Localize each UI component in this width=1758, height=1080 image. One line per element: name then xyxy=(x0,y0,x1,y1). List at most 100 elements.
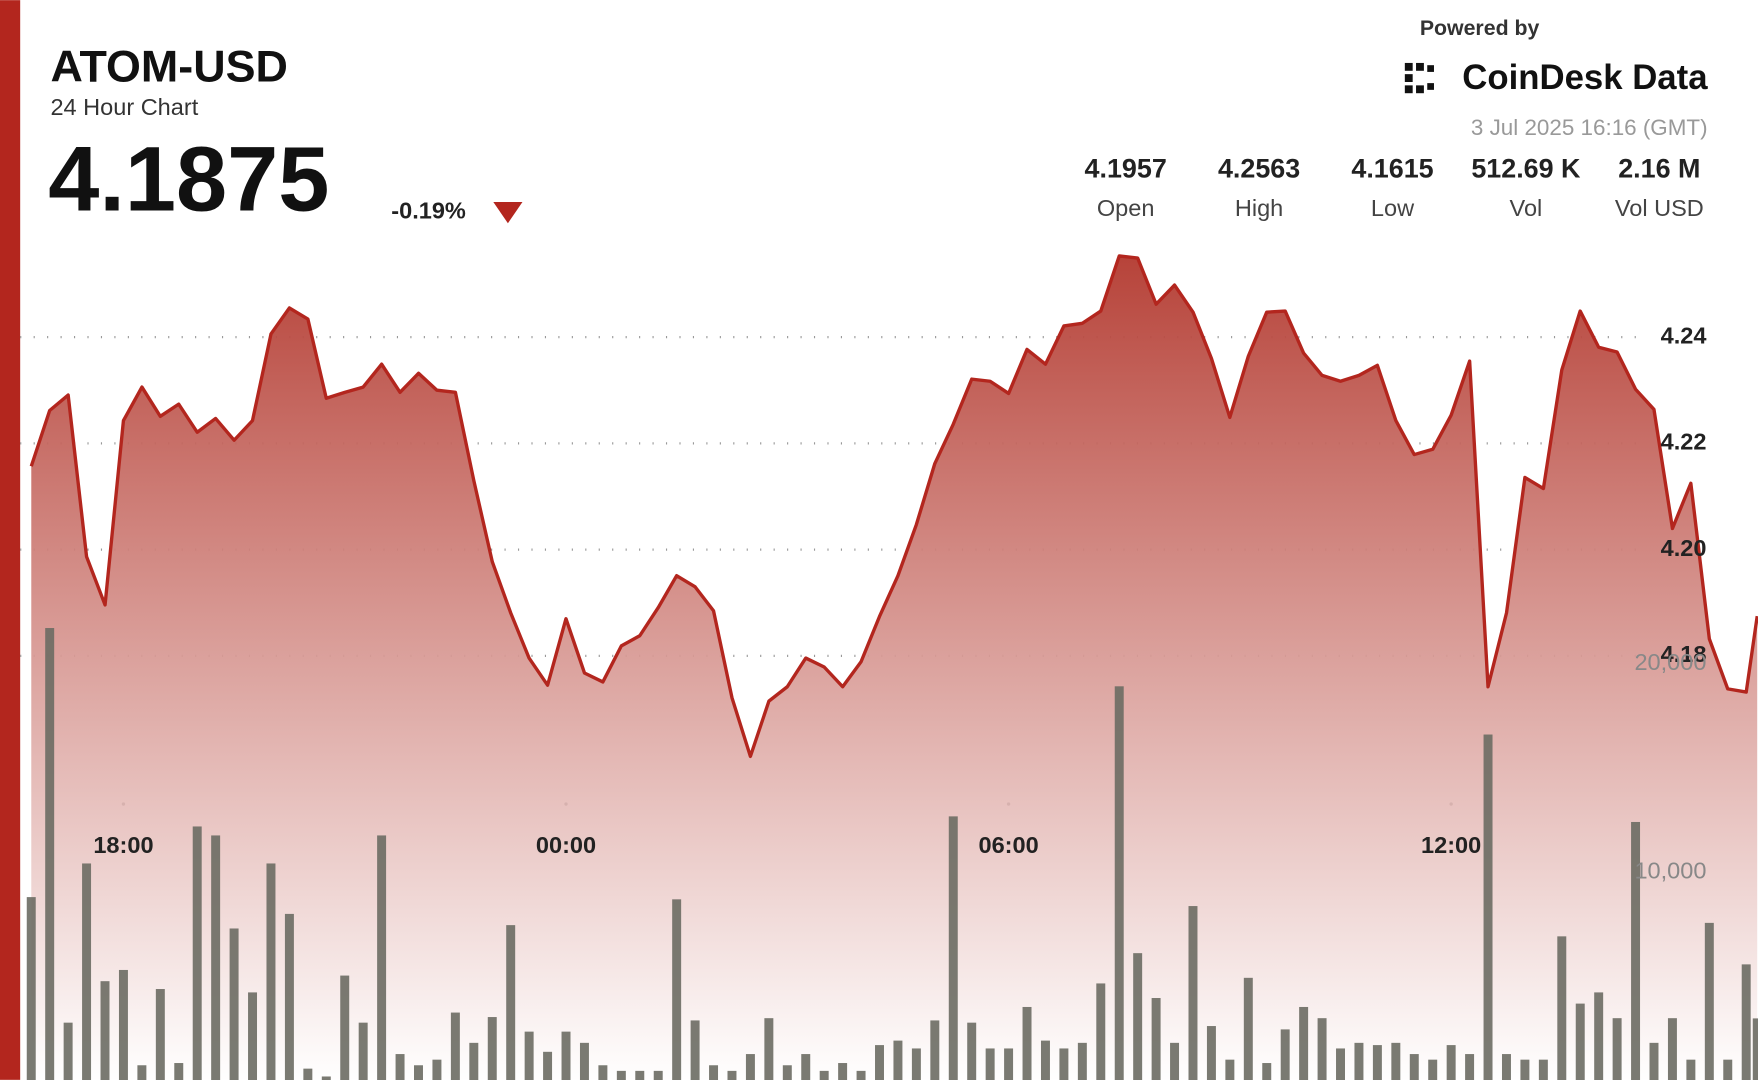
brand: CoinDesk Data xyxy=(1462,59,1708,97)
volume-bar xyxy=(1206,1026,1216,1080)
volume-bar xyxy=(1723,1059,1733,1080)
volume-bar xyxy=(432,1059,442,1080)
volume-bar xyxy=(26,897,36,1080)
volume-bar xyxy=(1372,1045,1382,1080)
volume-bar xyxy=(838,1063,848,1080)
volume-bar xyxy=(137,1065,147,1080)
down-arrow xyxy=(493,201,523,224)
volume-bar xyxy=(1133,953,1143,1080)
volume-bar xyxy=(1741,964,1751,1080)
volume-bar xyxy=(284,913,294,1080)
volume-bar xyxy=(1575,1003,1585,1080)
volume-bar xyxy=(63,1022,73,1080)
volume-bar xyxy=(930,1020,940,1080)
volume-bar xyxy=(672,899,682,1080)
volume-bar xyxy=(1501,1054,1511,1080)
volume-bar xyxy=(1612,1018,1622,1080)
volume-bar xyxy=(1299,1006,1309,1080)
areas xyxy=(31,255,1758,1080)
volume-bar xyxy=(1520,1059,1530,1080)
stat-value: 512.69 K xyxy=(1471,154,1581,184)
volume-bar xyxy=(174,1063,184,1080)
y-tick-label: 4.18 xyxy=(1661,641,1707,667)
volume-bar xyxy=(911,1048,921,1080)
volume-bar xyxy=(321,1076,331,1080)
volume-bar xyxy=(1686,1059,1696,1080)
volume-bar xyxy=(340,975,350,1080)
volume-bar xyxy=(1631,821,1641,1080)
stat-label: Low xyxy=(1371,195,1415,221)
volume-bar xyxy=(1667,1018,1677,1080)
y2-tick-label: 20,000 xyxy=(1634,649,1706,675)
volume-bar xyxy=(690,1020,700,1080)
volume-bar xyxy=(1096,983,1106,1080)
volume-bar xyxy=(1391,1042,1401,1080)
labels: 4.24 4.22 4.20 4.18 10,000 20,000 18:00 00:00 06… xyxy=(93,322,1706,883)
volume-bar xyxy=(1170,1042,1180,1080)
volume-bar xyxy=(893,1040,903,1080)
volume-bar xyxy=(506,925,516,1080)
volume-bar xyxy=(1022,1006,1032,1080)
volume-bar xyxy=(856,1070,866,1080)
powered-by: Powered by xyxy=(1420,16,1540,40)
stat-value: 4.1615 xyxy=(1351,154,1433,184)
volume-bar xyxy=(266,863,276,1080)
timestamp: 3 Jul 2025 16:16 (GMT) xyxy=(1471,115,1708,140)
volume-bar xyxy=(1004,1048,1014,1080)
x-tick-label: 12:00 xyxy=(1421,832,1481,858)
volume-bar xyxy=(487,1017,497,1080)
price-line xyxy=(29,254,1758,759)
volume-bar xyxy=(395,1054,405,1080)
stat-label: High xyxy=(1235,195,1283,221)
volume-bar xyxy=(1409,1054,1419,1080)
stats: 4.1957 Open 4.2563 High 4.1615 Low 512.69 K Vol… xyxy=(1085,154,1704,221)
volume-bar xyxy=(1188,906,1198,1080)
lines xyxy=(29,254,1758,759)
volume-bar xyxy=(745,1054,755,1080)
volume-bar xyxy=(875,1045,884,1080)
volume-bar xyxy=(967,1022,977,1080)
volume-bar xyxy=(782,1065,792,1080)
volume-bar xyxy=(948,816,958,1080)
volume-bar xyxy=(377,835,387,1080)
volume-bar xyxy=(1151,998,1161,1080)
volume-bar xyxy=(1752,1018,1758,1080)
volume-bar xyxy=(45,628,55,1080)
volume-bar xyxy=(543,1051,553,1080)
volume-bar xyxy=(1483,734,1493,1080)
y2-tick-label: 10,000 xyxy=(1634,858,1706,884)
volume-bar xyxy=(82,863,92,1080)
stat-label: Vol xyxy=(1510,195,1543,221)
volume-bar xyxy=(248,992,258,1080)
volume-bar xyxy=(616,1070,626,1080)
volume-bar xyxy=(801,1054,811,1080)
volume-bar xyxy=(635,1070,645,1080)
volume-bar xyxy=(1649,1042,1659,1080)
price: 4.1875 xyxy=(48,129,329,231)
y-tick-label: 4.24 xyxy=(1661,322,1707,348)
volume-bar xyxy=(1114,686,1124,1080)
change: -0.19% xyxy=(391,197,466,223)
volume-bar xyxy=(1446,1045,1456,1080)
volume-bar xyxy=(118,969,128,1080)
volume-bar xyxy=(192,826,202,1080)
volume-bar xyxy=(1077,1042,1087,1080)
bars xyxy=(26,628,1758,1080)
y-tick-label: 4.20 xyxy=(1661,535,1707,561)
volume-bar xyxy=(1354,1042,1364,1080)
volume-bar xyxy=(450,1012,460,1080)
area xyxy=(31,255,1758,1080)
volume-bar xyxy=(100,981,110,1080)
plot-area: 4.24 4.22 4.20 4.18 10,000 20,000 18:00 00:00 06… xyxy=(20,254,1758,1080)
volume-bar xyxy=(1704,922,1714,1080)
volume-bar xyxy=(1465,1054,1475,1080)
volume-bar xyxy=(155,989,165,1080)
stat-value: 4.1957 xyxy=(1085,154,1167,184)
volume-bar xyxy=(414,1065,423,1080)
volume-bar xyxy=(1538,1059,1548,1080)
volume-bar xyxy=(229,928,239,1080)
symbol: ATOM-USD xyxy=(50,41,287,92)
volume-bar xyxy=(303,1068,313,1080)
